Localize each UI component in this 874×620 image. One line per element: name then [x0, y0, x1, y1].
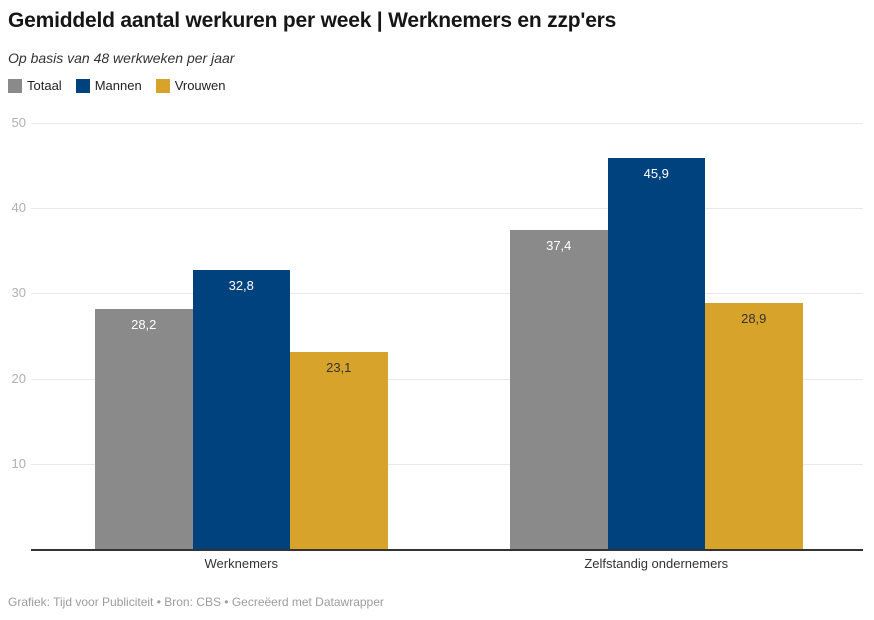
- bar-totaal-1: 28,2: [95, 308, 193, 549]
- chart-subtitle: Op basis van 48 werkweken per jaar: [8, 50, 235, 66]
- bar-value-label: 23,1: [326, 360, 352, 376]
- gridline: [31, 293, 863, 295]
- legend-label: Totaal: [27, 78, 62, 93]
- bar-value-label: 37,4: [546, 238, 572, 254]
- bar-totaal-2: 37,4: [510, 230, 608, 549]
- y-axis-tick-label: 50: [11, 115, 26, 130]
- gridline: [31, 378, 863, 380]
- legend-swatch-icon: [8, 78, 22, 93]
- bar-value-label: 28,2: [131, 316, 157, 332]
- legend-item-mannen: Mannen: [75, 78, 142, 93]
- legend-label: Mannen: [94, 78, 142, 93]
- legend-item-vrouwen: Vrouwen: [155, 78, 226, 93]
- gridline: [31, 208, 863, 210]
- bar-mannen-2: 45,9: [607, 157, 705, 549]
- bar-mannen-1: 32,8: [192, 269, 290, 549]
- bar-value-label: 45,9: [643, 165, 669, 181]
- y-axis-tick-label: 10: [11, 455, 26, 471]
- y-axis-tick-label: 20: [11, 370, 26, 386]
- y-axis-tick-label: 40: [11, 200, 26, 216]
- chart-title: Gemiddeld aantal werkuren per week | Wer…: [8, 9, 617, 32]
- bar-vrouwen-2: 28,9: [705, 302, 803, 549]
- attribution-text: Grafiek: Tijd voor Publiciteit • Bron: C…: [8, 595, 384, 609]
- legend-swatch-icon: [75, 78, 90, 93]
- y-axis-tick-label: 30: [11, 285, 26, 301]
- x-axis-line: [31, 549, 863, 551]
- legend: Totaal Mannen Vrouwen: [8, 78, 226, 93]
- gridline: [31, 463, 863, 465]
- legend-item-totaal: Totaal: [8, 78, 62, 93]
- legend-swatch-icon: [155, 78, 170, 93]
- bar-vrouwen-1: 23,1: [290, 352, 388, 549]
- bar-value-label: 32,8: [228, 277, 254, 293]
- x-axis-category-label: Zelfstandig ondernemers: [584, 556, 729, 571]
- gridline: [31, 123, 863, 124]
- x-axis-category-label: Werknemers: [204, 556, 278, 571]
- legend-label: Vrouwen: [174, 78, 226, 93]
- bar-value-label: 28,9: [741, 310, 767, 326]
